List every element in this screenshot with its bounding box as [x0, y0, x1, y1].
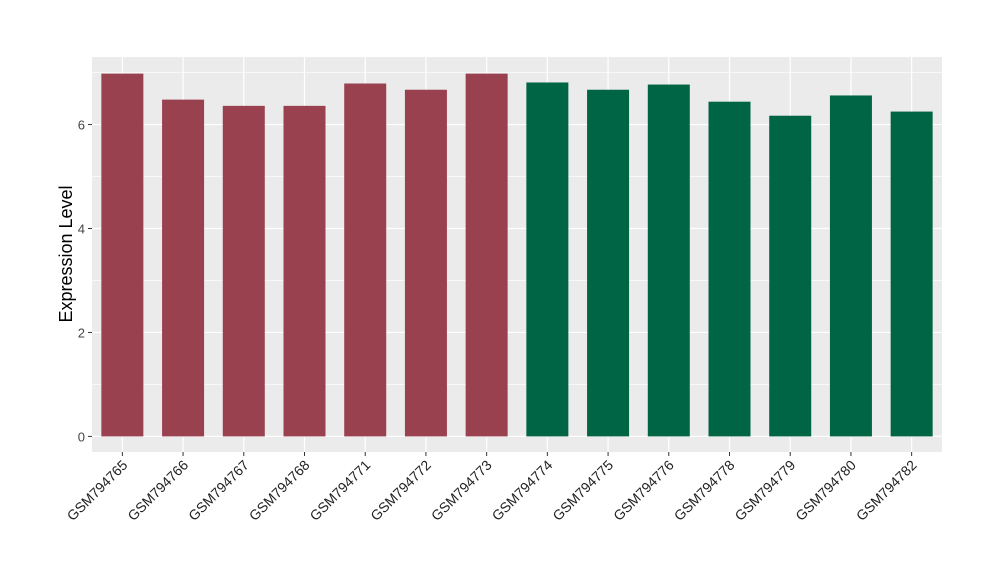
bar-GSM794778	[708, 101, 751, 437]
y-tick-label: 0	[78, 429, 85, 444]
bar-GSM794766	[162, 99, 205, 437]
bar-GSM794771	[344, 83, 387, 437]
x-tick-label: GSM794772	[367, 457, 434, 524]
x-tick-label: GSM794768	[246, 457, 313, 524]
y-tick-label: 6	[78, 118, 85, 133]
bar-GSM794768	[283, 105, 326, 437]
bar-GSM794779	[769, 115, 812, 437]
bar-GSM794774	[526, 82, 569, 437]
x-tick-label: GSM794774	[489, 457, 556, 524]
bar-GSM794780	[829, 95, 872, 437]
bar-GSM794767	[222, 105, 265, 437]
x-tick-label: GSM794767	[185, 457, 252, 524]
bar-GSM794775	[587, 89, 630, 437]
x-tick-label: GSM794776	[610, 457, 677, 524]
bar-GSM794773	[465, 73, 508, 437]
y-tick-label: 2	[78, 325, 85, 340]
x-tick-label: GSM794775	[549, 457, 616, 524]
bar-GSM794782	[890, 111, 933, 437]
x-tick-label: GSM794782	[853, 457, 920, 524]
x-tick-label: GSM794780	[792, 457, 859, 524]
x-tick-label: GSM794779	[731, 457, 798, 524]
plot-panel	[92, 57, 942, 452]
y-tick-label: 4	[78, 222, 85, 237]
bar-GSM794772	[404, 89, 447, 437]
x-tick-label: GSM794771	[306, 457, 373, 524]
x-tick-label: GSM794773	[428, 457, 495, 524]
bar-GSM794765	[101, 73, 144, 437]
x-tick-label: GSM794778	[671, 457, 738, 524]
x-tick-label: GSM794766	[124, 457, 191, 524]
bar-GSM794776	[647, 84, 690, 437]
y-axis-label: Expression Level	[56, 185, 76, 322]
x-tick-label: GSM794765	[64, 457, 131, 524]
